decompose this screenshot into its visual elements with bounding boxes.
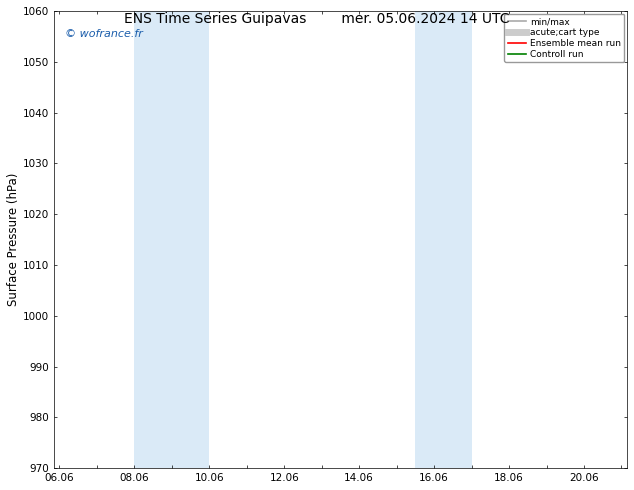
Bar bbox=[415, 11, 472, 468]
Bar bbox=[134, 11, 209, 468]
Legend: min/max, acute;cart type, Ensemble mean run, Controll run: min/max, acute;cart type, Ensemble mean … bbox=[505, 14, 624, 62]
Text: ENS Time Series Guipavas        mer. 05.06.2024 14 UTC: ENS Time Series Guipavas mer. 05.06.2024… bbox=[124, 12, 510, 26]
Text: © wofrance.fr: © wofrance.fr bbox=[65, 29, 143, 39]
Y-axis label: Surface Pressure (hPa): Surface Pressure (hPa) bbox=[7, 173, 20, 306]
